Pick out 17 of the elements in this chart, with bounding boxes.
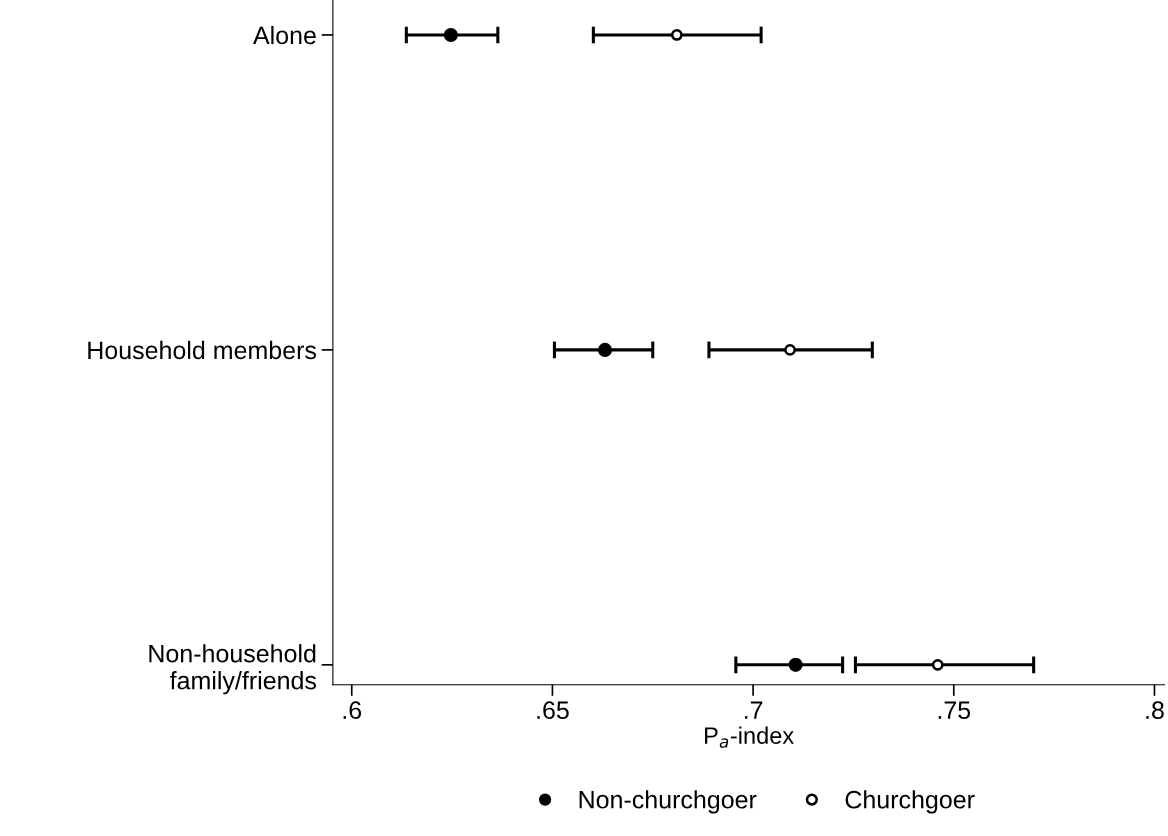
point [788, 657, 803, 672]
point [443, 27, 458, 43]
x-tick-label: .8 [1146, 701, 1164, 720]
x-tick-label: .6 [343, 701, 362, 720]
y-tick-label: Alone [253, 25, 316, 45]
legend-label: Non-churchgoer [579, 790, 757, 814]
x-tick-label: .75 [938, 701, 971, 720]
point [784, 343, 796, 356]
x-tick-label: .65 [537, 701, 569, 720]
y-tick-label: Non-household family/friends [149, 644, 317, 695]
point [931, 658, 944, 671]
point [670, 29, 683, 41]
x-axis-title: P$_{a}$-index [705, 726, 794, 748]
point [597, 342, 613, 357]
legend-label: Churchgoer [845, 790, 975, 814]
y-tick-label: Household members [88, 340, 317, 360]
x-tick-label: .7 [744, 701, 763, 719]
